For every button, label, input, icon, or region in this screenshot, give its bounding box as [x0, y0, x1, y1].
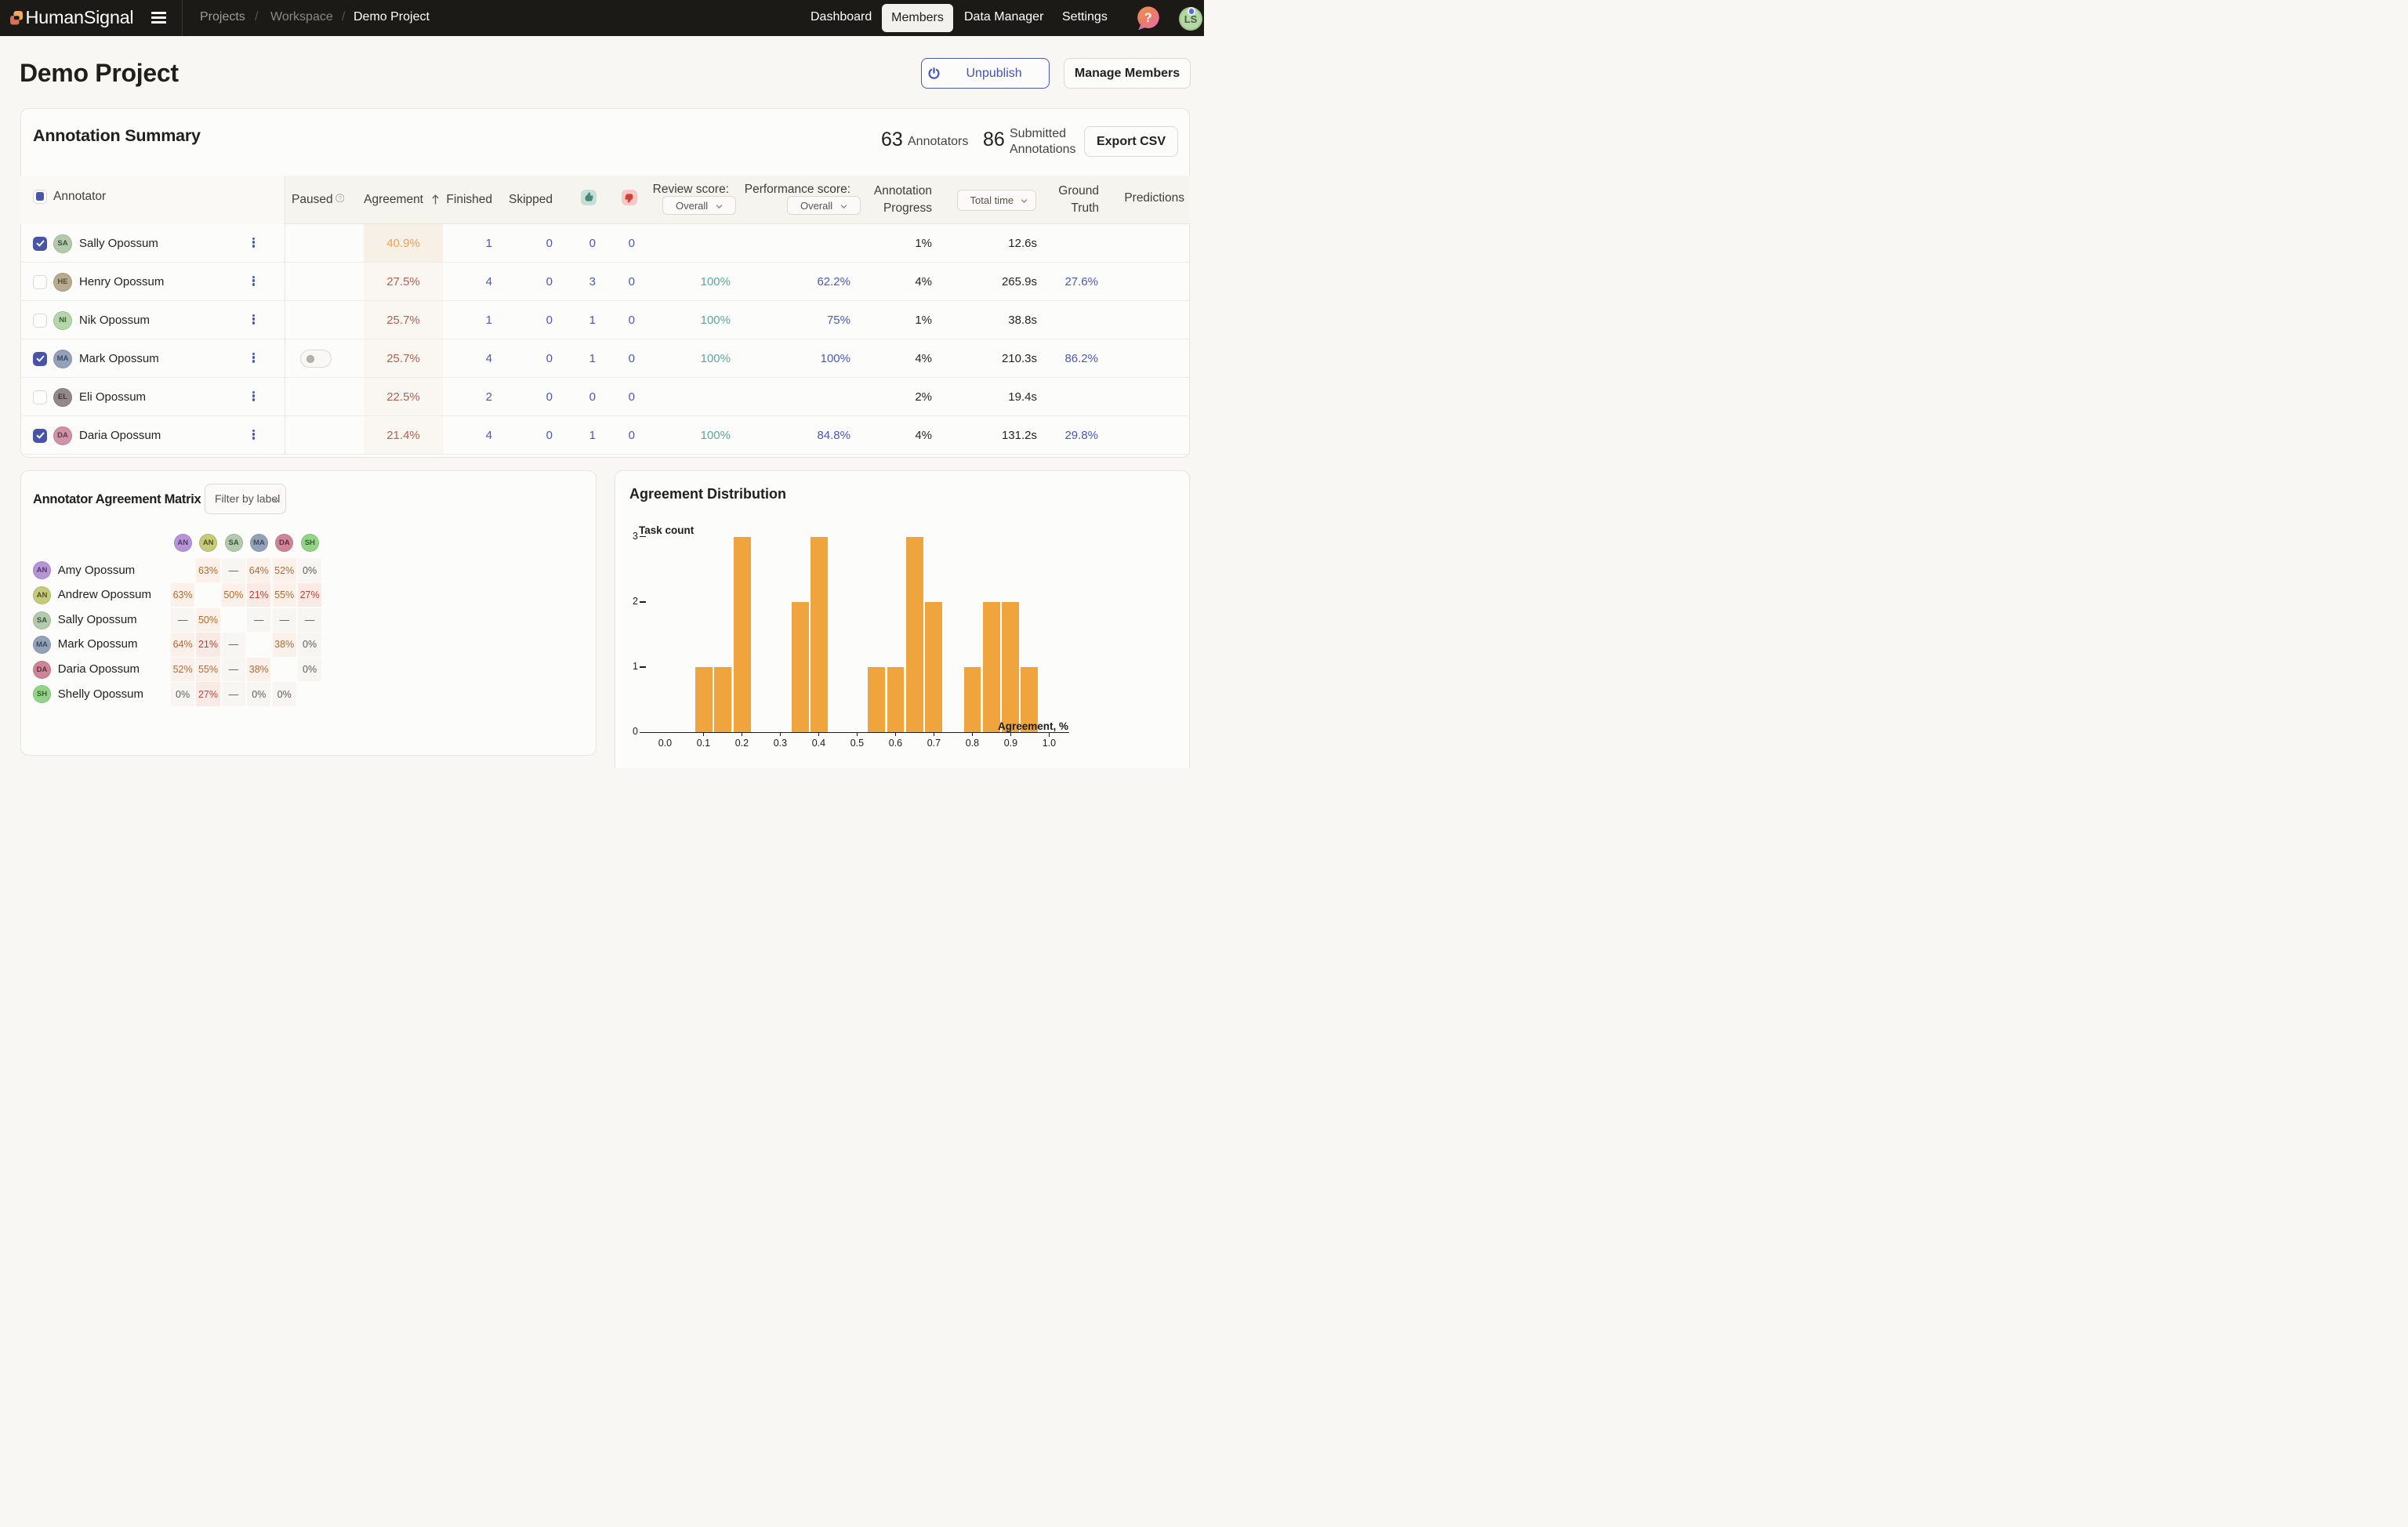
svg-text:?: ? [338, 195, 342, 202]
svg-text:?: ? [1144, 11, 1152, 25]
